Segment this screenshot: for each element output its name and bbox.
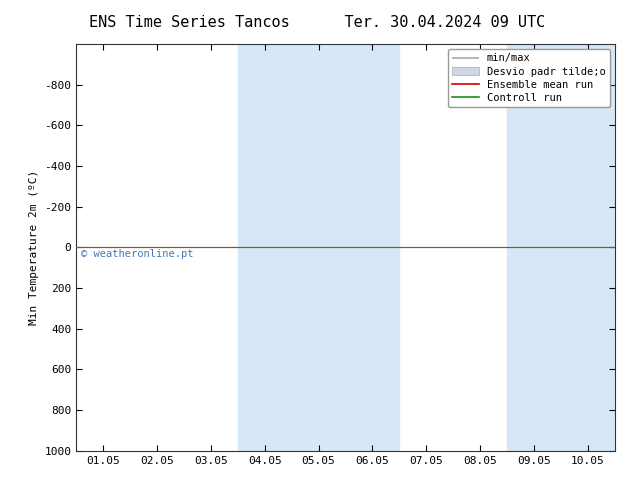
- Text: ENS Time Series Tancos      Ter. 30.04.2024 09 UTC: ENS Time Series Tancos Ter. 30.04.2024 0…: [89, 15, 545, 30]
- Text: © weatheronline.pt: © weatheronline.pt: [81, 248, 194, 259]
- Y-axis label: Min Temperature 2m (ºC): Min Temperature 2m (ºC): [29, 170, 39, 325]
- Legend: min/max, Desvio padr tilde;o, Ensemble mean run, Controll run: min/max, Desvio padr tilde;o, Ensemble m…: [448, 49, 610, 107]
- Bar: [507, 44, 615, 451]
- Bar: [238, 44, 399, 451]
